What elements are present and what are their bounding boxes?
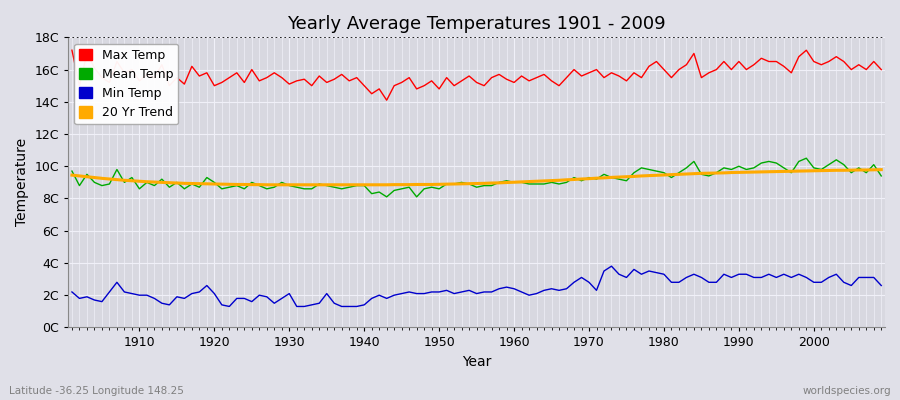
X-axis label: Year: Year xyxy=(462,355,491,369)
Text: worldspecies.org: worldspecies.org xyxy=(803,386,891,396)
Title: Yearly Average Temperatures 1901 - 2009: Yearly Average Temperatures 1901 - 2009 xyxy=(287,15,666,33)
Legend: Max Temp, Mean Temp, Min Temp, 20 Yr Trend: Max Temp, Mean Temp, Min Temp, 20 Yr Tre… xyxy=(75,44,178,124)
Y-axis label: Temperature: Temperature xyxy=(15,138,29,226)
Text: Latitude -36.25 Longitude 148.25: Latitude -36.25 Longitude 148.25 xyxy=(9,386,184,396)
